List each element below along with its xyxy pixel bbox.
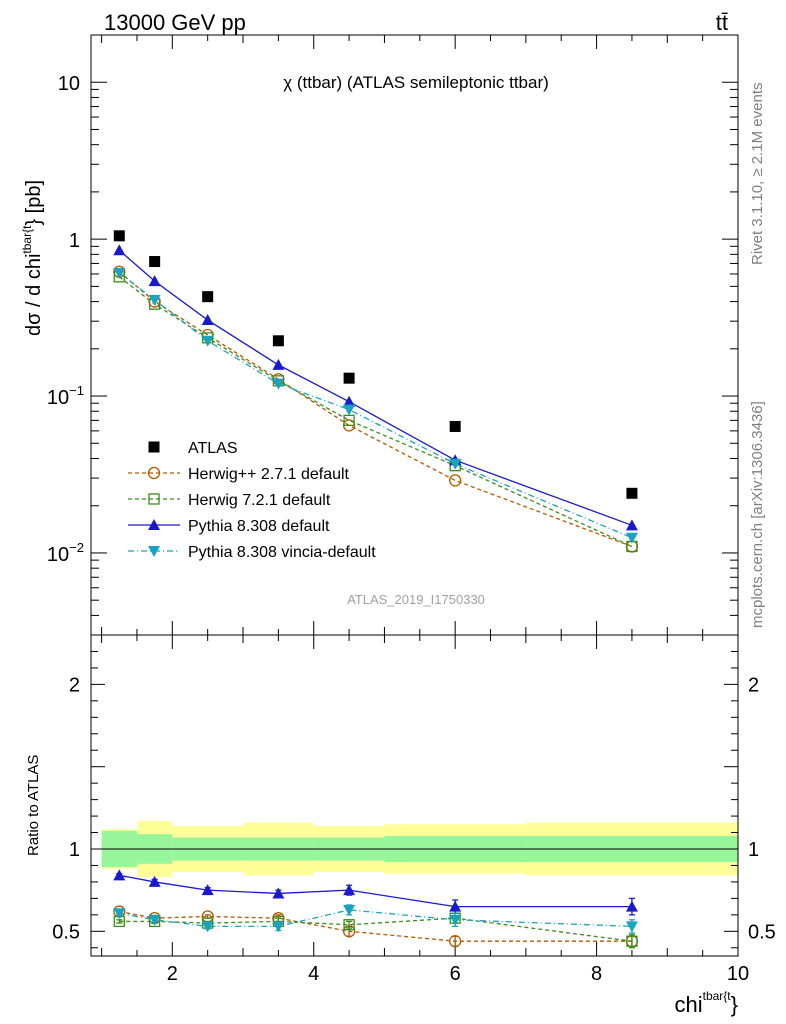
y-tick-label: 10 xyxy=(58,73,80,95)
ratio-y-tick-label-right: 1 xyxy=(748,839,759,861)
ratio-y-tick-label-right: 2 xyxy=(748,674,759,696)
header-left: 13000 GeV pp xyxy=(104,10,246,35)
x-tick-label: 6 xyxy=(450,963,461,985)
series-2 xyxy=(113,271,638,553)
ratio-data-point xyxy=(272,887,285,899)
ratio-data-point xyxy=(113,908,126,920)
ratio-data-point xyxy=(201,884,214,896)
legend-marker xyxy=(147,466,161,480)
data-point xyxy=(343,372,355,384)
x-tick-label: 8 xyxy=(591,963,602,985)
header-right: tt̄ xyxy=(716,10,728,35)
series-0 xyxy=(113,230,638,499)
ratio-data-point xyxy=(626,935,638,947)
data-point xyxy=(272,335,284,347)
data-point xyxy=(201,335,214,347)
main-panel: 10 1 10−1 10−2 xyxy=(47,34,739,956)
legend-item: ATLAS xyxy=(148,440,238,457)
legend-label: Pythia 8.308 default xyxy=(188,518,330,535)
legend-marker xyxy=(148,546,160,557)
data-point xyxy=(449,474,462,487)
ratio-data-point xyxy=(201,921,214,933)
data-point xyxy=(626,487,638,499)
ratio-series-1 xyxy=(113,905,639,948)
ratio-data-point xyxy=(113,869,126,881)
ratio-data-point xyxy=(272,921,285,933)
legend-item: Herwig 7.2.1 default xyxy=(128,492,331,509)
ratio-panel: 2 4 6 8 10 0.5 0.5 1 1 2 2 xyxy=(52,634,776,985)
data-point xyxy=(113,230,125,242)
ratio-frame xyxy=(90,634,739,957)
series-4 xyxy=(113,267,638,544)
ratio-data-point xyxy=(449,914,462,926)
y-tick-label: 10−1 xyxy=(47,383,84,409)
ratio-data-point xyxy=(449,935,462,948)
y-tick-label: 1 xyxy=(69,230,80,252)
legend-item: Pythia 8.308 vincia-default xyxy=(128,544,376,561)
legend-marker xyxy=(148,493,160,505)
data-point xyxy=(272,378,285,390)
x-axis-label-sup: tbar{t xyxy=(703,989,732,1003)
ratio-series-2 xyxy=(113,912,638,949)
legend-label: Herwig++ 2.7.1 default xyxy=(188,466,350,483)
analysis-label: ATLAS_2019_I1750330 xyxy=(347,592,485,607)
data-point xyxy=(149,256,161,268)
ratio-series-3 xyxy=(113,869,638,916)
data-point xyxy=(449,458,462,470)
data-point xyxy=(201,314,214,326)
ratio-series-line xyxy=(119,917,633,942)
ratio-series-line xyxy=(119,909,632,928)
x-axis-label: chitbar{t} xyxy=(674,989,738,1017)
ratio-y-tick-label-right: 0.5 xyxy=(748,921,776,943)
data-point xyxy=(343,395,356,407)
y-tick-label: 10−2 xyxy=(47,540,84,566)
x-tick-label: 4 xyxy=(308,963,319,985)
ratio-data-point xyxy=(625,921,638,933)
series-line xyxy=(118,249,633,526)
ratio-data-point xyxy=(625,900,638,912)
ratio-series-line xyxy=(119,874,632,908)
legend-marker xyxy=(148,441,160,453)
ratio-y-tick-label-left: 0.5 xyxy=(52,921,80,943)
legend-marker xyxy=(148,519,160,530)
y-axis-label: dσ / d chitbar{t} [pb] xyxy=(20,180,45,336)
ratio-series-4 xyxy=(113,904,638,934)
x-tick-label: 2 xyxy=(167,963,178,985)
data-point xyxy=(148,294,161,306)
ratio-data-point xyxy=(343,919,355,931)
data-point xyxy=(343,404,356,416)
x-tick-label: 10 xyxy=(727,963,749,985)
ratio-series-line xyxy=(119,910,632,942)
data-point xyxy=(202,291,214,303)
data-point xyxy=(272,358,285,370)
ratio-data-point xyxy=(449,900,462,912)
legend-label: ATLAS xyxy=(188,440,238,457)
ratio-data-point xyxy=(148,914,161,926)
legend: ATLAS Herwig++ 2.7.1 default Herwig 7.2.1 … xyxy=(128,440,376,561)
ratio-data-point xyxy=(343,904,356,916)
ratio-y-axis-label: Ratio to ATLAS xyxy=(25,755,42,856)
ratio-data-point xyxy=(343,884,356,896)
data-point xyxy=(625,532,638,544)
data-point xyxy=(449,420,461,432)
series-3 xyxy=(113,244,638,531)
chart-title: χ (ttbar) (ATLAS semileptonic ttbar) xyxy=(283,73,549,92)
y-axis-label-sup: tbar{t xyxy=(20,225,34,254)
data-point xyxy=(113,244,126,256)
legend-item: Pythia 8.308 default xyxy=(128,518,330,535)
side-text-top: Rivet 3.1.10, ≥ 2.1M events xyxy=(749,83,766,266)
legend-label: Pythia 8.308 vincia-default xyxy=(188,544,376,561)
legend-item: Herwig++ 2.7.1 default xyxy=(128,466,350,483)
data-point xyxy=(113,267,126,279)
side-text-bottom: mcplots.cern.ch [arXiv:1306.3436] xyxy=(749,401,766,628)
data-point xyxy=(148,275,161,287)
legend-label: Herwig 7.2.1 default xyxy=(188,492,331,509)
ratio-y-tick-label-left: 2 xyxy=(69,674,80,696)
ratio-y-tick-label-left: 1 xyxy=(69,839,80,861)
ratio-data-point xyxy=(148,875,161,887)
data-point xyxy=(625,519,638,531)
